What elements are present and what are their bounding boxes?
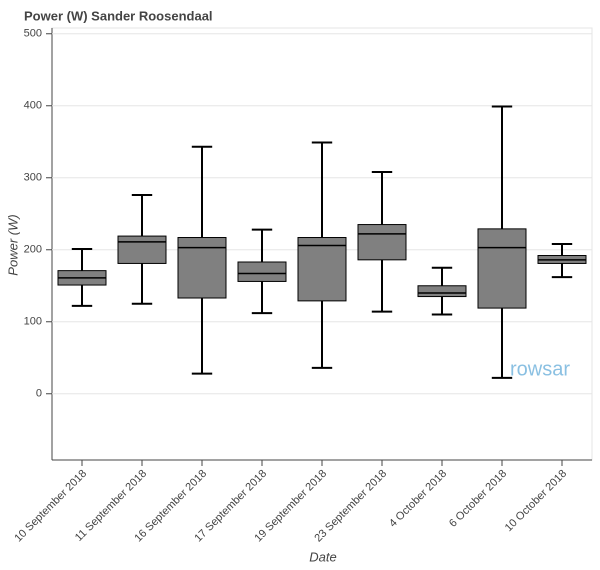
y-tick-label: 400 (24, 100, 42, 112)
box (297, 237, 347, 302)
chart-title: Power (W) Sander Roosendaal (24, 8, 213, 23)
x-tick-label: 6 October 2018 (447, 468, 509, 530)
box (177, 237, 227, 299)
box (117, 235, 167, 264)
watermark: rowsar (510, 358, 570, 380)
box (237, 261, 287, 282)
x-tick-label: 4 October 2018 (387, 468, 449, 530)
box (477, 228, 527, 309)
x-axis-label: Date (309, 549, 336, 564)
y-tick-label: 500 (24, 28, 42, 40)
x-tick-label: 10 October 2018 (503, 468, 569, 534)
box (357, 224, 407, 261)
y-tick-label: 300 (24, 172, 42, 184)
y-tick-label: 100 (24, 316, 42, 328)
box (417, 285, 467, 298)
y-axis-label: Power (W) (5, 214, 20, 275)
y-tick-label: 0 (36, 388, 42, 400)
y-tick-label: 200 (24, 244, 42, 256)
